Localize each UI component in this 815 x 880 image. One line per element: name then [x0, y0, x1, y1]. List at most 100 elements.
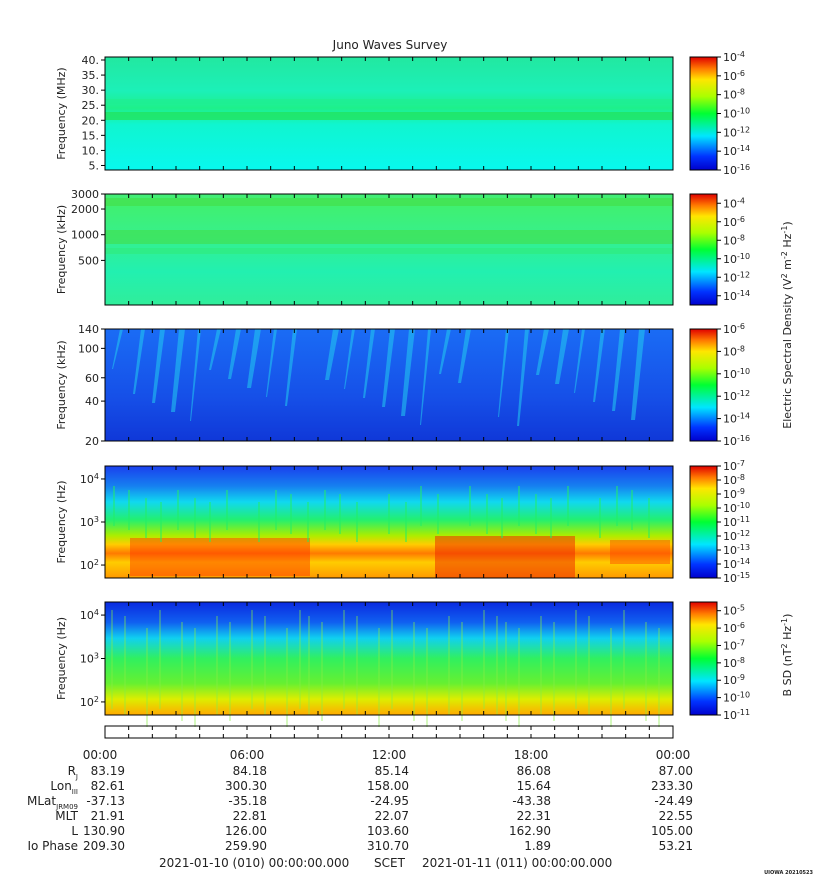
ephemeris-value: 103.60: [367, 824, 409, 838]
colorbar-tick-mantissa: 10: [723, 692, 737, 705]
y-tick-text: 2000: [71, 203, 99, 216]
magnetic-label-sup1: 2: [780, 643, 789, 648]
burst-streak: [555, 329, 569, 384]
spike: [226, 490, 228, 530]
ephemeris-label-text: Lon: [50, 779, 71, 793]
electric-colorbar-label: Electric Spectral Density (V2 m-2 Hz-1): [780, 221, 795, 428]
y-tick-label: 35.: [82, 69, 100, 82]
colorbar-tick-exponent: -5: [737, 603, 745, 612]
burst-streak: [536, 329, 549, 375]
ephemeris-value: 130.90: [83, 824, 125, 838]
electric-label-text: Electric Spectral Density (V: [781, 278, 794, 429]
spike: [146, 628, 148, 727]
y-tick-label: 103: [80, 515, 99, 530]
spike: [209, 502, 211, 542]
ephemeris-label-subscript: J: [75, 773, 78, 781]
ephemeris-value: -24.95: [370, 794, 409, 808]
colorbar-tick-mantissa: 10: [723, 108, 737, 121]
y-tick-label: 20.: [82, 114, 100, 127]
ephemeris-value: 21.91: [91, 809, 125, 823]
ephemeris-value: 310.70: [367, 839, 409, 853]
y-tick-text: 30.: [82, 84, 100, 97]
spike: [128, 490, 130, 530]
ephemeris-label: MLT: [55, 809, 78, 823]
ephemeris-value: 259.90: [225, 839, 267, 853]
colorbar-tick-exponent: -4: [737, 50, 745, 59]
colorbar-tick-mantissa: 10: [723, 164, 737, 177]
emission-band: [105, 99, 673, 104]
colorbar-tick-mantissa: 10: [723, 126, 737, 139]
colorbar-tick-exponent: -10: [737, 690, 750, 699]
y-tick-text: 10.: [82, 144, 100, 157]
spike: [194, 628, 196, 727]
colorbar-tick-mantissa: 10: [723, 70, 737, 83]
spike: [518, 628, 520, 727]
emission-band: [105, 248, 673, 254]
ephemeris-value: 1.89: [524, 839, 551, 853]
spike: [388, 494, 390, 534]
ephemeris-table: RJ 83.19 84.18 85.14 86.08 87.00 LonIII 82.61 30…: [27, 764, 693, 853]
colorbar-tick-exponent: -14: [737, 411, 750, 420]
spike: [567, 486, 569, 526]
colorbar-tick-label: 10-12: [723, 270, 750, 285]
colorbar-tick-label: 10-8: [723, 87, 745, 102]
colorbar-tick-label: 10-11: [723, 708, 750, 723]
colorbar-tick-exponent: -8: [737, 473, 745, 482]
colorbar-tick-label: 10-10: [723, 251, 750, 266]
y-tick-label: 1000: [71, 229, 99, 242]
spike: [356, 616, 358, 715]
colorbar-tick-label: 10-9: [723, 487, 745, 502]
colorbars: 10-410-610-810-1010-1210-1410-1610-410-6…: [689, 50, 750, 723]
time-axis: 00:00 06:00 12:00 18:00 00:00: [83, 726, 690, 762]
colorbar-tick-mantissa: 10: [723, 197, 737, 210]
ephemeris-label-subscript: JRM09: [55, 803, 78, 811]
y-axis-label-3: Frequency (kHz): [55, 340, 68, 429]
spike: [610, 628, 612, 727]
spike: [356, 502, 358, 542]
colorbar-tick-mantissa: 10: [723, 234, 737, 247]
y-tick-text: 25.: [82, 99, 100, 112]
electric-label-sup1: 2: [780, 273, 789, 278]
y-tick-text: 10: [80, 653, 94, 666]
spike: [216, 616, 218, 715]
y-tick-text: 40: [85, 395, 99, 408]
colorbar-tick-exponent: -10: [737, 366, 750, 375]
spike: [160, 502, 162, 542]
y-tick-label: 100: [78, 342, 99, 355]
colorbar-tick-exponent: -16: [737, 434, 750, 443]
colorbar-tick-exponent: -9: [737, 487, 745, 496]
time-label: 18:00: [514, 748, 549, 762]
y-tick-label: 60: [85, 372, 99, 385]
colorbar-tick-exponent: -6: [737, 621, 745, 630]
colorbar-tick-exponent: -8: [737, 655, 745, 664]
y-tick-exponent: 3: [94, 515, 99, 524]
spectrogram-panels: 5. 10. 15. 20. 25. 30. 35. 40. Frequency (MHz) 50…: [55, 54, 674, 727]
colorbar-tick-mantissa: 10: [723, 605, 737, 618]
spike: [290, 494, 292, 534]
burst-streak: [325, 329, 339, 380]
y-tick-label: 40.: [82, 54, 100, 67]
spike: [623, 610, 625, 709]
colorbar-tick-label: 10-8: [723, 473, 745, 488]
colorbar-tick-mantissa: 10: [723, 657, 737, 670]
hot-region: [610, 540, 670, 564]
y-tick-text: 15.: [82, 129, 100, 142]
y-tick-exponent: 4: [94, 471, 99, 480]
burst-streak: [209, 329, 221, 370]
ephemeris-value: 82.61: [91, 779, 125, 793]
ephemeris-label: Io Phase: [27, 839, 78, 853]
spike: [496, 616, 498, 715]
colorbar-tick-exponent: -16: [737, 163, 750, 172]
ephemeris-value: 85.14: [375, 764, 409, 778]
spike: [645, 622, 647, 721]
y-tick-text: 500: [78, 254, 99, 267]
spike: [599, 498, 601, 538]
y-tick-label: 15.: [82, 129, 100, 142]
burst-streak: [133, 329, 145, 394]
y-tick-text: 40.: [82, 54, 100, 67]
colorbar-tick-label: 10-10: [723, 690, 750, 705]
colorbar-tick-exponent: -7: [737, 459, 745, 468]
burst-streak: [152, 329, 165, 403]
spike: [124, 616, 126, 715]
